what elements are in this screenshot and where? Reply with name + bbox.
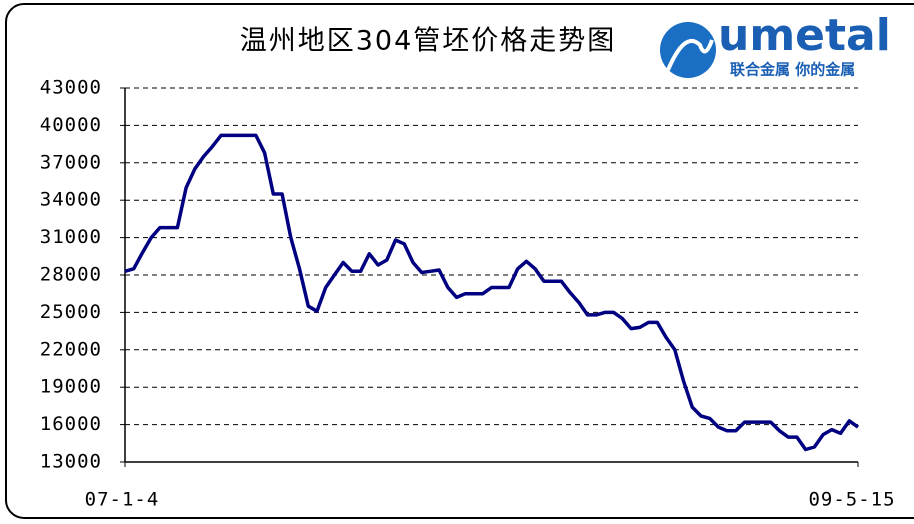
y-tick-label: 34000 <box>40 189 102 211</box>
chart-frame <box>5 3 914 519</box>
y-tick-label: 22000 <box>40 338 102 360</box>
y-tick-label: 43000 <box>40 77 102 99</box>
price-line <box>124 133 860 452</box>
logo-name: umetal <box>718 10 891 61</box>
y-tick-label: 19000 <box>40 376 102 398</box>
y-tick-label: 40000 <box>40 114 102 136</box>
logo-slogan: 联合金属 你的金属 <box>730 61 855 79</box>
y-tick-label: 37000 <box>40 151 102 173</box>
y-tick-label: 16000 <box>40 413 102 435</box>
y-tick-label: 25000 <box>40 301 102 323</box>
y-tick-label: 13000 <box>40 451 102 473</box>
chart-title: 温州地区304管坯价格走势图 <box>240 26 617 57</box>
x-tick-label: 07-1-4 <box>85 489 160 511</box>
logo-icon <box>660 22 716 78</box>
logo: umetal 联合金属 你的金属 <box>660 10 891 79</box>
logo-swoosh <box>666 38 714 71</box>
x-tick-label: 09-5-15 <box>808 489 895 511</box>
y-tick-label: 28000 <box>40 264 102 286</box>
y-tick-label: 31000 <box>40 226 102 248</box>
